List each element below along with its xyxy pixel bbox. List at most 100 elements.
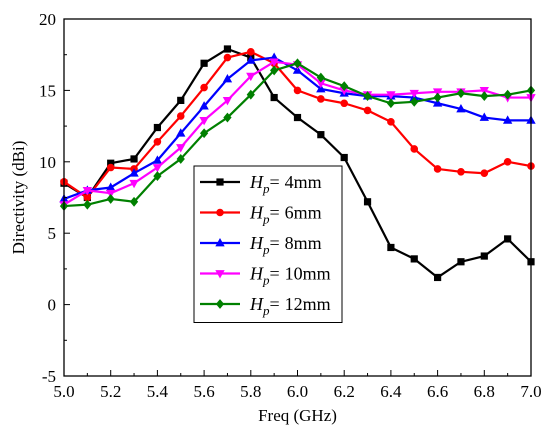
x-tick-label: 7.0 xyxy=(520,382,541,401)
data-point xyxy=(176,112,185,120)
data-point xyxy=(479,112,489,121)
legend-swatch-marker xyxy=(216,178,224,186)
legend-var: H xyxy=(249,172,264,192)
data-point xyxy=(480,169,489,178)
legend-equals: = xyxy=(270,203,280,223)
x-tick-label: 6.8 xyxy=(474,382,495,401)
x-tick-label: 5.6 xyxy=(193,382,214,401)
legend-entry-6mm: Hp= 6mm xyxy=(200,203,322,227)
data-point xyxy=(129,168,139,177)
data-point xyxy=(480,252,488,260)
data-point xyxy=(293,86,302,95)
data-point xyxy=(432,98,443,107)
data-point xyxy=(176,144,186,153)
x-tick-label: 5.0 xyxy=(53,382,74,401)
legend-entry-4mm: Hp= 4mm xyxy=(200,172,322,196)
x-tick-label: 5.4 xyxy=(147,382,169,401)
data-point xyxy=(363,106,372,115)
data-point xyxy=(106,194,115,204)
data-point xyxy=(176,154,185,164)
data-point xyxy=(340,99,349,108)
data-point xyxy=(479,87,489,96)
data-point xyxy=(199,101,209,110)
data-point xyxy=(223,53,232,62)
legend-label: Hp= 6mm xyxy=(249,203,322,227)
legend-entry-8mm: Hp= 8mm xyxy=(200,233,322,257)
legend-equals: = xyxy=(270,233,280,253)
x-tick-label: 6.0 xyxy=(287,382,308,401)
data-point xyxy=(106,163,115,172)
data-point xyxy=(503,158,512,166)
data-point xyxy=(270,93,278,102)
legend-entry-10mm: Hp= 10mm xyxy=(200,264,331,288)
legend-var: H xyxy=(249,203,264,223)
data-point xyxy=(153,138,162,146)
data-point xyxy=(223,112,232,123)
data-point xyxy=(363,91,372,102)
legend-var: H xyxy=(249,294,264,314)
data-point xyxy=(386,91,396,100)
data-point xyxy=(340,81,349,92)
y-tick-label: 5 xyxy=(48,224,57,243)
legend-label: Hp= 4mm xyxy=(249,172,322,196)
data-point xyxy=(129,179,139,189)
data-point xyxy=(409,89,419,99)
data-point xyxy=(504,235,512,243)
data-point xyxy=(363,198,372,206)
data-point xyxy=(269,58,279,67)
data-point xyxy=(246,72,256,82)
data-point xyxy=(433,165,442,173)
legend-value: 4mm xyxy=(285,172,322,192)
y-tick-label: -5 xyxy=(42,367,56,386)
series-6mm xyxy=(60,48,535,202)
data-point xyxy=(246,89,255,100)
data-point xyxy=(293,58,302,69)
legend-var: H xyxy=(249,233,264,253)
data-point xyxy=(456,88,466,99)
legend-value: 6mm xyxy=(285,203,322,223)
y-tick-label: 10 xyxy=(39,153,56,172)
legend-value: 8mm xyxy=(285,233,322,253)
data-point xyxy=(433,273,442,282)
x-tick-label: 6.2 xyxy=(334,382,355,401)
legend-entry-12mm: Hp= 12mm xyxy=(200,294,331,318)
data-point xyxy=(293,113,302,122)
data-point xyxy=(176,128,186,137)
data-point xyxy=(480,91,489,102)
data-point xyxy=(502,115,513,124)
data-point xyxy=(199,116,209,126)
legend-subscript: p xyxy=(262,303,270,318)
x-tick-label: 6.4 xyxy=(380,382,402,401)
legend-subscript: p xyxy=(262,212,270,227)
legend-value: 12mm xyxy=(285,294,331,314)
data-point xyxy=(503,89,512,100)
data-point xyxy=(457,258,465,266)
data-point xyxy=(457,167,465,176)
data-point xyxy=(222,96,233,106)
series-4mm xyxy=(60,45,535,282)
data-point xyxy=(223,45,232,53)
legend-equals: = xyxy=(270,294,280,314)
x-tick-label: 5.2 xyxy=(100,382,121,401)
legend-subscript: p xyxy=(262,181,270,196)
data-point xyxy=(247,48,255,56)
data-point xyxy=(83,199,92,210)
legend-var: H xyxy=(249,264,264,284)
y-tick-label: 0 xyxy=(48,296,57,315)
data-point xyxy=(410,255,418,263)
x-tick-label: 5.8 xyxy=(240,382,261,401)
y-axis-label: Directivity (dBi) xyxy=(9,141,28,255)
legend-equals: = xyxy=(270,264,280,284)
legend-value: 10mm xyxy=(285,264,331,284)
data-point xyxy=(292,65,303,74)
data-point xyxy=(152,164,163,173)
data-point xyxy=(129,196,139,207)
data-point xyxy=(433,92,442,103)
legend-label: Hp= 12mm xyxy=(249,294,331,318)
data-point xyxy=(270,65,279,76)
y-tick-label: 20 xyxy=(39,10,56,29)
data-point xyxy=(316,72,325,83)
legend-swatch-marker xyxy=(215,299,225,309)
